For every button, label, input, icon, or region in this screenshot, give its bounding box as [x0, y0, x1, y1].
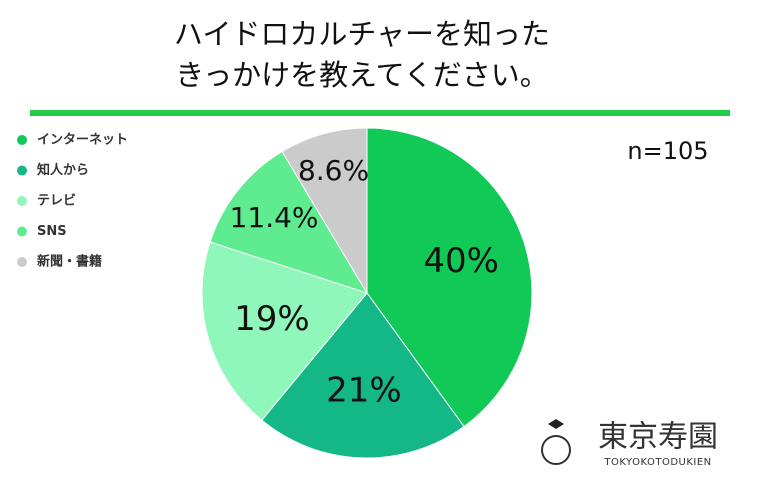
pie-slice — [261, 292, 465, 459]
title-underline — [30, 110, 730, 116]
legend-marker — [17, 135, 27, 145]
chart-title: ハイドロカルチャーを知った — [174, 17, 550, 51]
legend-marker — [17, 165, 27, 176]
legend-marker — [17, 257, 27, 267]
annotation: n=105 — [627, 137, 708, 165]
logo-subtitle: TOKYOKOTODUKIEN — [603, 457, 711, 468]
legend-marker — [17, 196, 27, 206]
data-label: 19% — [234, 299, 310, 339]
data-label: 8.6% — [298, 154, 369, 187]
legend-label: インターネット — [37, 133, 128, 148]
pie-slice — [201, 241, 368, 421]
data-label: 21% — [326, 370, 402, 410]
legend-label: 知人から — [37, 162, 89, 178]
logo-icon — [541, 435, 571, 465]
logo-text: 東京寿園 — [598, 420, 718, 455]
legend-label: SNS — [37, 224, 67, 239]
legend-label: テレビ — [37, 193, 76, 209]
legend-label: 新聞・書籍 — [37, 254, 102, 270]
data-label: 40% — [423, 241, 499, 281]
pie-slice — [281, 127, 368, 295]
logo: 東京寿園 TOKYOKOTODUKIEN — [541, 419, 718, 468]
logo-icon — [548, 419, 564, 429]
chart-title: きっかけを教えてください。 — [175, 58, 549, 92]
data-label: 11.4% — [230, 201, 319, 234]
pie-slice — [209, 150, 369, 294]
legend-marker — [17, 226, 27, 237]
pie-slice — [366, 127, 533, 428]
